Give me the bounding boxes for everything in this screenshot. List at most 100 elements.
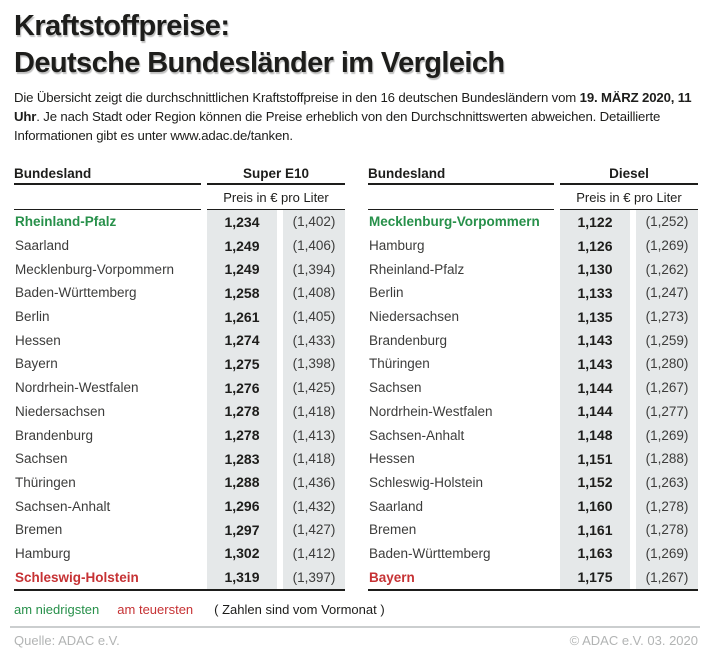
column-gap: [277, 375, 283, 400]
state-name: Thüringen: [15, 474, 76, 490]
price-current: 1,130: [560, 257, 630, 282]
price-current: 1,297: [207, 517, 277, 542]
price-current: 1,126: [560, 233, 630, 258]
fuel-price-table-diesel: Bundesland Diesel Preis in € pro Liter Meck…: [368, 163, 698, 591]
state-name: Rheinland-Pfalz: [369, 261, 465, 277]
price-current: 1,143: [560, 352, 630, 376]
price-current: 1,278: [207, 399, 277, 424]
intro-text: Die Übersicht zeigt die durchschnittlich…: [14, 88, 702, 145]
state-name: Berlin: [369, 285, 404, 301]
price-previous-month: (1,433): [283, 328, 345, 353]
price-current: 1,249: [207, 233, 277, 258]
column-gap: [277, 281, 283, 305]
price-current: 1,160: [560, 494, 630, 518]
legend: am niedrigsten am teuersten ( Zahlen sin…: [14, 602, 385, 617]
price-previous-month: (1,267): [636, 375, 698, 400]
price-previous-month: (1,267): [636, 565, 698, 589]
price-previous-month: (1,288): [636, 446, 698, 471]
intro-segment: Die Übersicht zeigt die durchschnittlich…: [14, 90, 580, 105]
column-gap: [277, 210, 283, 234]
column-gap: [277, 541, 283, 566]
price-previous-month: (1,280): [636, 352, 698, 376]
price-current: 1,161: [560, 517, 630, 542]
column-gap: [630, 565, 636, 589]
price-current: 1,302: [207, 541, 277, 566]
column-header-fuel-type: Diesel: [560, 163, 698, 185]
column-gap: [630, 352, 636, 376]
state-name: Thüringen: [369, 356, 430, 372]
price-previous-month: (1,394): [283, 257, 345, 282]
legend-cheapest-label: am niedrigsten: [14, 602, 100, 617]
price-current: 1,133: [560, 281, 630, 305]
price-previous-month: (1,397): [283, 565, 345, 589]
column-gap: [630, 423, 636, 447]
page-title: Kraftstoffpreise: Deutsche Bundesländer …: [14, 8, 505, 82]
state-name: Sachsen-Anhalt: [369, 427, 465, 443]
price-current: 1,175: [560, 565, 630, 589]
state-name: Bremen: [15, 522, 63, 538]
state-name: Sachsen-Anhalt: [15, 498, 111, 514]
state-name: Brandenburg: [369, 332, 448, 348]
column-gap: [277, 446, 283, 471]
price-previous-month: (1,262): [636, 257, 698, 282]
column-gap: [630, 304, 636, 329]
state-name: Schleswig-Holstein: [15, 569, 139, 585]
state-name: Hamburg: [369, 238, 425, 254]
column-gap: [277, 257, 283, 282]
price-current: 1,275: [207, 352, 277, 376]
page-title-line1: Kraftstoffpreise:: [14, 10, 230, 42]
price-current: 1,276: [207, 375, 277, 400]
column-header-fuel-type: Super E10: [207, 163, 345, 185]
subheader-price-unit: Preis in € pro Liter: [207, 185, 345, 210]
price-previous-month: (1,269): [636, 233, 698, 258]
price-previous-month: (1,413): [283, 423, 345, 447]
price-previous-month: (1,247): [636, 281, 698, 305]
state-name: Berlin: [15, 309, 50, 325]
column-gap: [277, 328, 283, 353]
column-gap: [630, 281, 636, 305]
price-previous-month: (1,269): [636, 423, 698, 447]
state-name: Hessen: [369, 451, 415, 467]
state-name: Sachsen: [15, 451, 68, 467]
column-gap: [630, 446, 636, 471]
column-gap: [277, 304, 283, 329]
state-name: Nordrhein-Westfalen: [369, 403, 493, 419]
state-name: Brandenburg: [15, 427, 94, 443]
state-name: Niedersachsen: [369, 309, 460, 325]
column-gap: [277, 399, 283, 424]
state-name: Baden-Württemberg: [369, 545, 491, 561]
column-gap: [630, 494, 636, 518]
column-gap: [277, 352, 283, 376]
column-gap: [277, 470, 283, 495]
state-name: Sachsen: [369, 380, 422, 396]
price-current: 1,278: [207, 423, 277, 447]
column-gap: [630, 375, 636, 400]
price-current: 1,163: [560, 541, 630, 566]
column-gap: [630, 328, 636, 353]
legend-most-expensive-label: am teuersten: [117, 602, 194, 617]
price-previous-month: (1,277): [636, 399, 698, 424]
state-name: Hessen: [15, 332, 61, 348]
column-gap: [630, 257, 636, 282]
state-name: Bayern: [15, 356, 58, 372]
column-header-bundesland: Bundesland: [14, 163, 201, 185]
price-current: 1,151: [560, 446, 630, 471]
column-gap: [277, 494, 283, 518]
column-gap: [277, 233, 283, 258]
footer-divider: [10, 626, 700, 628]
state-name: Rheinland-Pfalz: [15, 214, 117, 230]
price-current: 1,143: [560, 328, 630, 353]
price-current: 1,296: [207, 494, 277, 518]
price-previous-month: (1,278): [636, 517, 698, 542]
price-current: 1,234: [207, 210, 277, 234]
state-name: Baden-Württemberg: [15, 285, 137, 301]
price-previous-month: (1,263): [636, 470, 698, 495]
price-previous-month: (1,405): [283, 304, 345, 329]
price-previous-month: (1,269): [636, 541, 698, 566]
fuel-price-table-super-e10: Bundesland Super E10 Preis in € pro Liter R…: [14, 163, 345, 591]
column-gap: [630, 517, 636, 542]
price-previous-month: (1,278): [636, 494, 698, 518]
price-current: 1,283: [207, 446, 277, 471]
price-previous-month: (1,418): [283, 399, 345, 424]
state-name: Nordrhein-Westfalen: [15, 380, 139, 396]
